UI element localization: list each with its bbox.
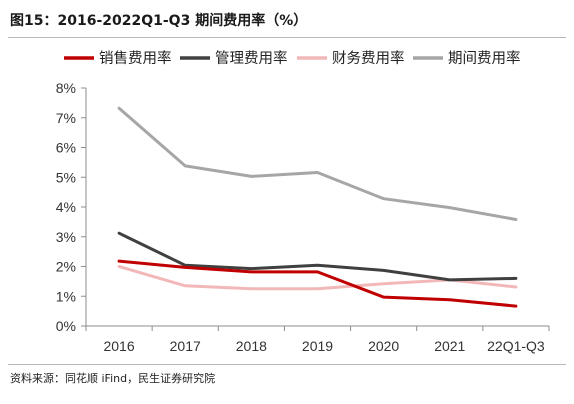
x-tick-label: 22Q1-Q3: [487, 338, 545, 354]
x-tick-label: 2017: [170, 338, 201, 354]
y-tick-label: 2%: [56, 259, 76, 275]
y-tick-label: 3%: [56, 229, 76, 245]
legend-label-4: 期间费用率: [448, 50, 521, 67]
title-divider: [8, 37, 566, 38]
legend-label-3: 财务费用率: [332, 50, 405, 67]
x-tick-label: 2016: [103, 338, 134, 354]
series-line-period: [117, 106, 518, 221]
y-tick-label: 6%: [56, 140, 76, 156]
series-line-finance: [117, 265, 518, 291]
y-tick-label: 7%: [56, 110, 76, 126]
y-tick-label: 0%: [56, 318, 76, 334]
source-divider: [8, 364, 566, 365]
legend-label-1: 销售费用率: [99, 50, 172, 67]
figure-title: 图15：2016-2022Q1-Q3 期间费用率（%）: [10, 13, 308, 29]
y-tick-label: 8%: [56, 80, 76, 96]
x-tick-label: 2021: [434, 338, 465, 354]
series-line-admin: [117, 231, 518, 282]
y-tick-label: 4%: [56, 199, 76, 215]
source-note: 资料来源：同花顺 iFind，民生证券研究院: [10, 372, 216, 385]
y-tick-label: 1%: [56, 288, 76, 304]
y-tick-label: 5%: [56, 169, 76, 185]
series-line-selling: [117, 259, 518, 308]
x-tick-label: 2019: [302, 338, 333, 354]
legend-label-2: 管理费用率: [215, 50, 288, 67]
x-tick-label: 2020: [368, 338, 399, 354]
x-tick-label: 2018: [236, 338, 267, 354]
